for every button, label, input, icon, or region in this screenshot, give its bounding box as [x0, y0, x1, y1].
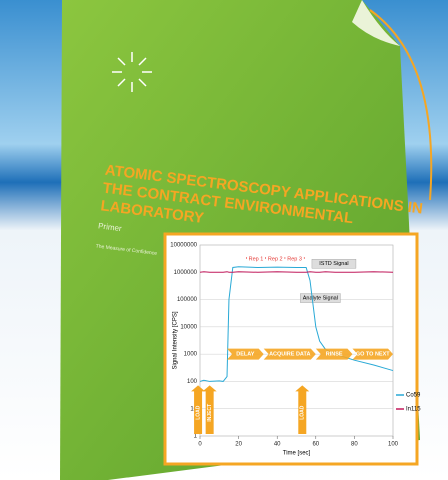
cover-subtitle: Primer	[98, 221, 123, 233]
event-label: LOAD	[300, 405, 306, 420]
legend-label: Co59	[406, 393, 421, 399]
x-axis-label: Time [sec]	[283, 451, 311, 457]
event-label: LOAD	[195, 405, 201, 420]
phase-label: DELAY	[236, 352, 254, 358]
phase-label: GO TO NEXT	[356, 352, 390, 358]
rep-label: Rep 3	[287, 256, 302, 262]
callout-box	[300, 293, 341, 303]
x-tick-label: 100	[388, 442, 399, 448]
phase-arrow	[315, 348, 353, 360]
y-tick-label: 1000	[184, 352, 198, 358]
chart: 1 10 100 1000 10000 100000 1000000 10000000 0 20 4…	[170, 243, 421, 457]
y-tick-label: 10000	[180, 324, 197, 330]
phase-arrow	[352, 348, 393, 360]
x-tick-label: 0	[198, 442, 202, 448]
page-curl	[352, 0, 400, 46]
ribbon	[369, 9, 433, 201]
rep-label: Rep 1	[249, 256, 264, 262]
event-label: INJECT	[207, 404, 213, 422]
x-tick-label: 60	[312, 442, 319, 448]
rep-label: Rep 2	[268, 256, 283, 262]
x-tick-label: 80	[351, 442, 358, 448]
event-arrow	[191, 385, 206, 434]
y-tick-label: 100000	[177, 297, 198, 303]
legend-label: In115	[406, 407, 421, 413]
y-tick-label: 10	[190, 406, 197, 412]
callout: ISTD Signal	[319, 261, 348, 267]
event-arrow	[295, 385, 310, 434]
callout: Analyte Signal	[303, 296, 338, 302]
logo	[112, 52, 152, 92]
phase-arrow	[227, 348, 264, 360]
y-tick-label: 100	[187, 379, 198, 385]
y-axis-label: Signal Intensity [CPS]	[173, 311, 179, 369]
x-tick-label: 40	[274, 442, 281, 448]
series-line	[199, 271, 394, 273]
x-tick-label: 20	[235, 442, 242, 448]
y-tick-label: 10000000	[170, 243, 197, 249]
event-arrow	[202, 385, 217, 434]
y-tick-label: 1000000	[174, 270, 198, 276]
y-tick-label: 1	[194, 434, 198, 440]
plot-area	[199, 244, 394, 437]
phase-arrow	[263, 348, 316, 360]
phase-label: ACQUIRE DATA	[269, 352, 310, 358]
callout-box	[311, 259, 357, 269]
phase-label: RINSE	[326, 352, 343, 358]
